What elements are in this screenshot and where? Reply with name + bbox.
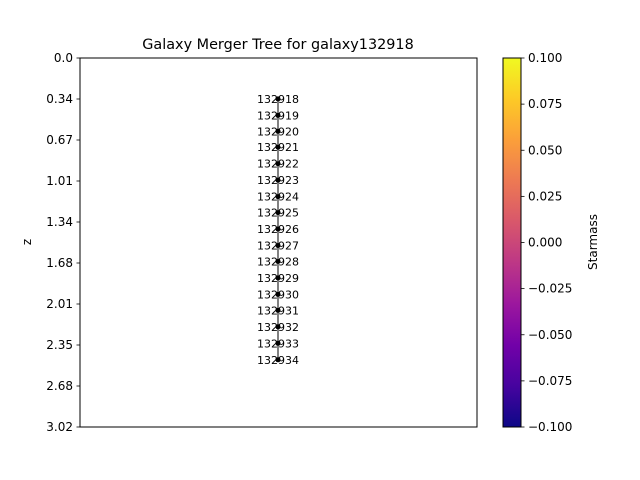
y-tick-label: 0.34 <box>46 92 73 106</box>
galaxy-node-marker <box>275 112 281 118</box>
y-tick-label: 1.34 <box>46 215 73 229</box>
galaxy-node-label: 132927 <box>257 240 299 253</box>
galaxy-node-label: 132929 <box>257 272 299 285</box>
colorbar-tick-label: −0.025 <box>528 282 572 296</box>
galaxy-node-label: 132926 <box>257 223 299 236</box>
colorbar-tick-label: 0.000 <box>528 236 562 250</box>
galaxy-node-marker <box>275 128 281 134</box>
plot-area: 132918 132919 132920 132921 132922 132923 1329… <box>257 93 299 367</box>
galaxy-node-marker <box>275 144 281 150</box>
galaxy-node-marker <box>275 324 281 330</box>
galaxy-node-label: 132918 <box>257 93 299 106</box>
galaxy-node-marker <box>275 243 281 249</box>
galaxy-node-marker <box>275 161 281 167</box>
y-tick-label: 2.35 <box>46 338 73 352</box>
y-tick-label: 1.01 <box>46 174 73 188</box>
galaxy-node-label: 132934 <box>257 354 299 367</box>
y-tick-label: 2.68 <box>46 379 73 393</box>
galaxy-node-marker <box>275 307 281 313</box>
galaxy-node-marker <box>275 340 281 346</box>
galaxy-node-label: 132933 <box>257 337 299 350</box>
galaxy-node-label: 132920 <box>257 125 299 138</box>
galaxy-node-label: 132924 <box>257 191 299 204</box>
colorbar-tick-label: 0.025 <box>528 189 562 203</box>
galaxy-node-label: 132919 <box>257 109 299 122</box>
galaxy-node-label: 132931 <box>257 304 299 317</box>
galaxy-node-label: 132928 <box>257 255 299 268</box>
y-axis-label: z <box>20 239 34 245</box>
colorbar-tick-label: −0.075 <box>528 374 572 388</box>
y-tick-label: 1.68 <box>46 256 73 270</box>
y-tick-label: 2.01 <box>46 297 73 311</box>
galaxy-node-label: 132923 <box>257 174 299 187</box>
galaxy-node-marker <box>275 226 281 232</box>
colorbar-tick-label: −0.100 <box>528 420 572 434</box>
galaxy-node-marker <box>275 210 281 216</box>
galaxy-node-label: 132925 <box>257 207 299 220</box>
colorbar <box>503 58 521 427</box>
galaxy-node-marker <box>275 194 281 200</box>
colorbar-axis: 0.100 0.075 0.050 0.025 0.000 −0.025 −0.050 −0.… <box>521 51 572 434</box>
colorbar-tick-label: −0.050 <box>528 328 572 342</box>
plot-frame <box>79 57 478 428</box>
galaxy-node-marker <box>275 291 281 297</box>
galaxy-node-marker <box>275 275 281 281</box>
y-tick-label: 3.02 <box>46 420 73 434</box>
colorbar-tick-label: 0.075 <box>528 97 562 111</box>
galaxy-node-marker <box>275 177 281 183</box>
galaxy-node-marker <box>275 258 281 264</box>
galaxy-node-label: 132922 <box>257 158 299 171</box>
galaxy-node-label: 132932 <box>257 321 299 334</box>
galaxy-node-label: 132921 <box>257 141 299 154</box>
y-tick-label: 0.67 <box>46 133 73 147</box>
colorbar-tick-label: 0.050 <box>528 143 562 157</box>
galaxy-node-marker <box>275 96 281 102</box>
colorbar-tick-label: 0.100 <box>528 51 562 65</box>
y-axis: 0.0 0.34 0.67 1.01 1.34 1.68 2.01 2.35 2.68 3.02 <box>46 51 80 434</box>
chart-title: Galaxy Merger Tree for galaxy132918 <box>142 37 413 53</box>
galaxy-node-label: 132930 <box>257 288 299 301</box>
y-tick-label: 0.0 <box>54 51 73 65</box>
galaxy-node-marker <box>275 357 281 363</box>
colorbar-label: Starmass <box>586 214 600 270</box>
